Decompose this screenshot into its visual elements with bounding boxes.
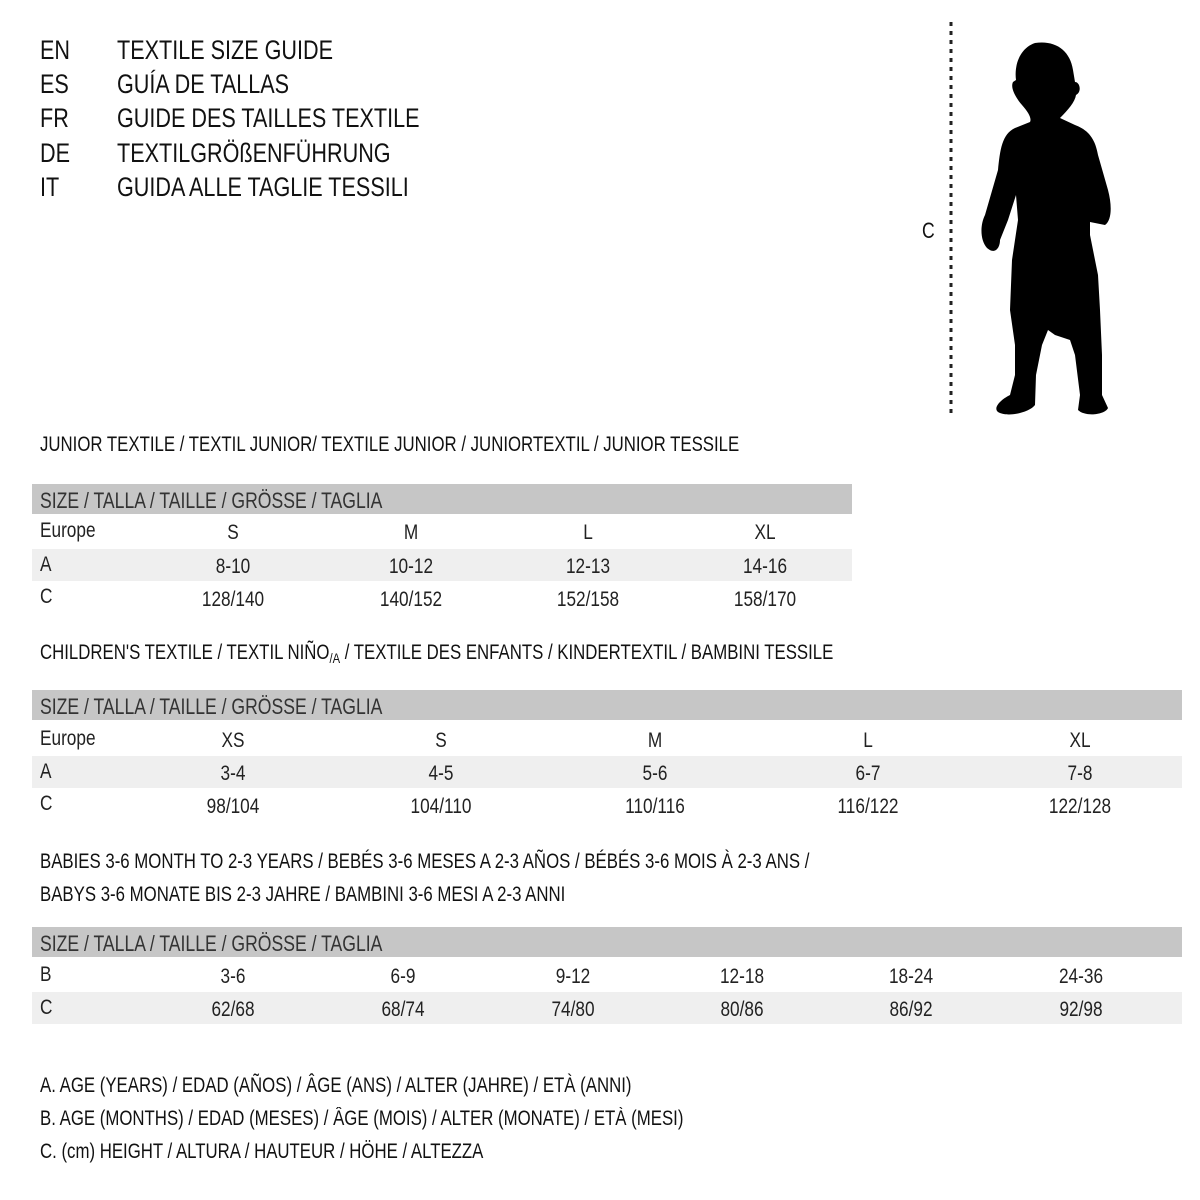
lang-title: TEXTILGRÖßENFÜHRUNG [117, 138, 391, 168]
section-title: CHILDREN'S TEXTILE / TEXTIL NIÑO/A / TEX… [40, 642, 833, 665]
table-cell: 9-12 [555, 965, 591, 988]
table-cell: 12-13 [565, 555, 611, 578]
table-cell: 116/122 [837, 795, 899, 818]
table-cell: 6-7 [855, 762, 881, 785]
lang-title: GUIDA ALLE TAGLIE TESSILI [117, 172, 409, 202]
table-cell: 14-16 [742, 555, 788, 578]
size-header-bar: SIZE / TALLA / TAILLE / GRÖSSE / TAGLIA [32, 927, 1182, 957]
size-header: SIZE / TALLA / TAILLE / GRÖSSE / TAGLIA [40, 488, 383, 513]
row-label: Europe [40, 519, 96, 542]
legend-item: A. AGE (YEARS) / EDAD (AÑOS) / ÂGE (ANS)… [40, 1074, 632, 1097]
table-cell: 5-6 [642, 762, 668, 785]
table-cell: 4-5 [428, 762, 454, 785]
table-cell: M [647, 729, 663, 752]
table-cell: S [227, 521, 239, 544]
row-label: C [40, 792, 53, 815]
size-header-bar: SIZE / TALLA / TAILLE / GRÖSSE / TAGLIA [32, 690, 1182, 720]
legend-item: C. (cm) HEIGHT / ALTURA / HAUTEUR / HÖHE… [40, 1140, 484, 1163]
section-title: BABYS 3-6 MONATE BIS 2-3 JAHRE / BAMBINI… [40, 883, 566, 906]
row-label: C [40, 585, 53, 608]
row-shade [32, 549, 852, 581]
table-cell: XL [1069, 729, 1091, 752]
measure-label: C [922, 218, 935, 243]
table-cell: 3-6 [220, 965, 246, 988]
table-cell: M [403, 521, 419, 544]
table-cell: 140/152 [379, 588, 443, 611]
table-cell: 68/74 [381, 998, 425, 1021]
row-label: C [40, 996, 53, 1019]
table-cell: 80/86 [720, 998, 764, 1021]
table-cell: 24-36 [1058, 965, 1104, 988]
title-part: CHILDREN'S TEXTILE / TEXTIL NIÑO [40, 641, 330, 664]
table-cell: 12-18 [719, 965, 765, 988]
row-shade [32, 756, 1182, 788]
row-label: A [40, 553, 52, 576]
table-cell: XS [221, 729, 245, 752]
section-title: JUNIOR TEXTILE / TEXTIL JUNIOR/ TEXTILE … [40, 433, 740, 456]
table-cell: 122/128 [1048, 795, 1112, 818]
lang-title: TEXTILE SIZE GUIDE [117, 35, 334, 65]
table-cell: 152/158 [556, 588, 620, 611]
size-header-bar: SIZE / TALLA / TAILLE / GRÖSSE / TAGLIA [32, 484, 852, 514]
table-cell: L [583, 521, 593, 544]
table-cell: 62/68 [211, 998, 255, 1021]
table-cell: 104/110 [410, 795, 472, 818]
lang-code: IT [40, 172, 60, 202]
table-cell: 158/170 [733, 588, 797, 611]
lang-code: ES [40, 69, 69, 99]
table-cell: 74/80 [551, 998, 595, 1021]
table-cell: L [863, 729, 873, 752]
table-cell: 98/104 [206, 795, 260, 818]
table-cell: 18-24 [888, 965, 934, 988]
lang-code: EN [40, 35, 71, 65]
section-title: BABIES 3-6 MONTH TO 2-3 YEARS / BEBÉS 3-… [40, 850, 810, 873]
lang-title: GUIDE DES TAILLES TEXTILE [117, 103, 420, 133]
table-cell: 8-10 [215, 555, 251, 578]
row-shade [32, 992, 1182, 1024]
row-label: A [40, 760, 52, 783]
table-cell: 10-12 [388, 555, 434, 578]
table-cell: 128/140 [201, 588, 265, 611]
lang-title: GUÍA DE TALLAS [117, 69, 290, 99]
table-cell: XL [754, 521, 776, 544]
row-label: Europe [40, 727, 96, 750]
table-cell: 92/98 [1059, 998, 1103, 1021]
table-cell: 86/92 [889, 998, 933, 1021]
lang-code: FR [40, 103, 69, 133]
table-cell: 6-9 [390, 965, 416, 988]
title-subscript: /A [329, 650, 341, 666]
title-part: / TEXTILE DES ENFANTS / KINDERTEXTIL / B… [340, 641, 834, 664]
table-cell: 7-8 [1067, 762, 1093, 785]
size-header: SIZE / TALLA / TAILLE / GRÖSSE / TAGLIA [40, 931, 383, 956]
lang-code: DE [40, 138, 71, 168]
size-header: SIZE / TALLA / TAILLE / GRÖSSE / TAGLIA [40, 694, 383, 719]
table-cell: 110/116 [625, 795, 685, 818]
child-silhouette-icon [949, 22, 1111, 415]
table-cell: S [435, 729, 447, 752]
row-label: B [40, 963, 52, 986]
table-cell: 3-4 [220, 762, 246, 785]
legend-item: B. AGE (MONTHS) / EDAD (MESES) / ÂGE (MO… [40, 1107, 684, 1130]
